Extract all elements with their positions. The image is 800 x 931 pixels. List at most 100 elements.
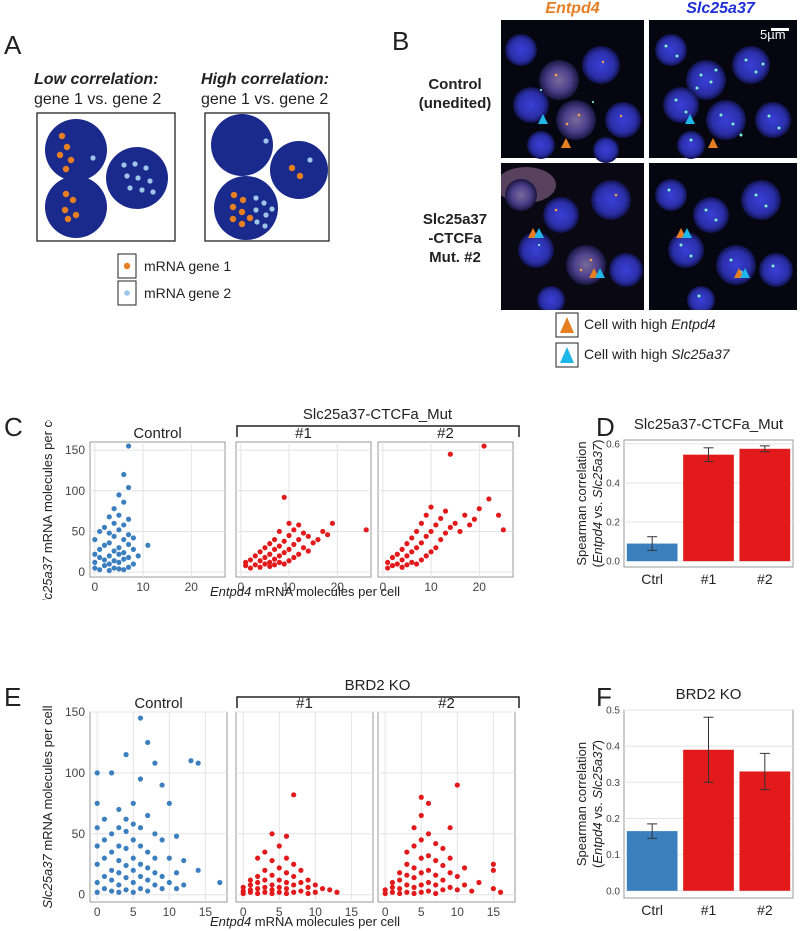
data-point bbox=[92, 559, 98, 565]
data-point bbox=[385, 559, 391, 565]
data-point bbox=[457, 528, 463, 535]
data-point bbox=[255, 873, 261, 880]
data-point bbox=[145, 849, 151, 855]
data-point bbox=[101, 873, 108, 880]
data-point bbox=[106, 540, 112, 546]
x-category-label: #1 bbox=[701, 902, 717, 918]
data-point bbox=[476, 506, 482, 512]
data-point bbox=[262, 889, 268, 895]
data-point bbox=[454, 873, 460, 880]
data-point bbox=[267, 563, 273, 570]
x-tick-label: 5 bbox=[418, 905, 425, 919]
data-point bbox=[109, 877, 115, 883]
x-tick-label: 10 bbox=[309, 905, 323, 919]
data-point bbox=[159, 782, 165, 788]
col-header-slc25a37: Slc25a37 bbox=[686, 0, 755, 17]
x-tick-label: 10 bbox=[163, 905, 177, 919]
y-tick-label: 0.4 bbox=[606, 742, 620, 753]
data-point bbox=[116, 825, 122, 831]
data-point bbox=[462, 512, 468, 518]
data-point bbox=[428, 528, 434, 535]
data-point bbox=[181, 857, 187, 864]
data-point bbox=[262, 554, 268, 561]
data-point bbox=[137, 843, 144, 849]
data-point bbox=[106, 514, 112, 520]
cell-low-3 bbox=[45, 176, 107, 238]
data-point bbox=[166, 855, 172, 861]
data-point bbox=[411, 875, 417, 881]
data-point bbox=[125, 564, 132, 570]
data-point bbox=[438, 536, 444, 543]
low-gene1-dots bbox=[56, 132, 80, 223]
data-point bbox=[106, 553, 112, 559]
x-category-label: Ctrl bbox=[641, 902, 663, 918]
data-point bbox=[130, 535, 136, 541]
image-mutant-entpd4 bbox=[501, 163, 644, 310]
ylabel-paren-close: ) bbox=[590, 740, 605, 744]
data-point bbox=[262, 545, 268, 551]
data-point bbox=[137, 715, 144, 721]
data-point bbox=[440, 862, 446, 869]
x-tick-label: 5 bbox=[130, 905, 137, 919]
data-point bbox=[397, 870, 403, 876]
scale-bar-label: 5µm bbox=[760, 27, 786, 42]
data-point bbox=[269, 872, 275, 878]
data-point bbox=[121, 556, 127, 562]
data-point bbox=[399, 557, 405, 563]
data-point bbox=[152, 855, 158, 861]
data-point bbox=[271, 546, 278, 552]
data-point bbox=[404, 872, 410, 878]
data-point bbox=[298, 879, 304, 886]
data-point bbox=[300, 530, 307, 536]
data-point bbox=[195, 867, 201, 873]
ylabel-paren-close: ) bbox=[590, 440, 605, 444]
y-axis-label-line1: Spearman correlation bbox=[574, 742, 589, 866]
data-point bbox=[490, 867, 496, 873]
data-point bbox=[291, 792, 297, 798]
data-point bbox=[385, 565, 391, 571]
data-point bbox=[418, 540, 424, 546]
data-point bbox=[413, 545, 420, 551]
facet-title-0: Control bbox=[133, 425, 181, 442]
data-point bbox=[320, 528, 326, 535]
data-point bbox=[269, 882, 275, 888]
data-point bbox=[382, 890, 388, 897]
data-point bbox=[418, 882, 424, 888]
data-point bbox=[101, 557, 108, 563]
data-point bbox=[418, 855, 424, 861]
data-point bbox=[152, 882, 158, 888]
cell-high-1 bbox=[211, 114, 273, 176]
legend1-pre: Cell with high bbox=[584, 316, 672, 332]
data-point bbox=[394, 551, 400, 557]
x-axis-gene: Entpd4 bbox=[210, 914, 251, 929]
data-point bbox=[116, 889, 122, 895]
legend1-gene: Entpd4 bbox=[671, 316, 716, 332]
data-point bbox=[298, 867, 304, 873]
data-point bbox=[281, 538, 287, 544]
y-tick-label: 0.0 bbox=[606, 886, 620, 897]
data-point bbox=[276, 553, 282, 559]
x-axis-rest: mRNA molecules per cell bbox=[251, 584, 400, 599]
ylabel-vs: vs. bbox=[590, 799, 605, 823]
data-point bbox=[411, 865, 417, 871]
data-point bbox=[291, 861, 297, 867]
data-point bbox=[195, 760, 201, 766]
legend-gene1-label: mRNA gene 1 bbox=[144, 258, 232, 274]
data-point bbox=[123, 845, 129, 852]
data-point bbox=[327, 887, 333, 893]
data-point bbox=[137, 886, 144, 892]
data-point bbox=[145, 888, 151, 894]
data-point bbox=[121, 499, 127, 505]
data-point bbox=[159, 886, 165, 892]
data-point bbox=[425, 879, 432, 886]
y-tick-label: 0.0 bbox=[606, 557, 620, 568]
data-point bbox=[94, 843, 100, 849]
data-point bbox=[123, 752, 129, 758]
bar-#2 bbox=[739, 771, 791, 891]
data-point bbox=[442, 508, 449, 514]
ylabel-gene2: Slc25a37 bbox=[590, 443, 605, 498]
data-point bbox=[116, 843, 122, 849]
scatter-chart-c: Control 0 10 20 #1 0 10 20 #2 0 10 20 0 50 100 150 Entpd… bbox=[40, 420, 514, 600]
data-point bbox=[315, 536, 321, 543]
data-point bbox=[116, 882, 122, 888]
